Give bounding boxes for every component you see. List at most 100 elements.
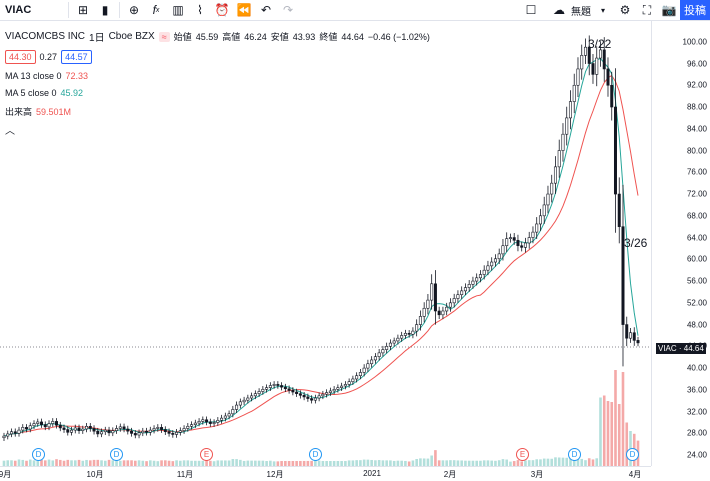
cloud-icon[interactable]: ☁ (553, 3, 565, 17)
volume-bar (88, 460, 92, 466)
volume-bar (28, 459, 32, 466)
volume-bar (2, 460, 6, 466)
volume-bar (36, 460, 40, 466)
annotation-3-22[interactable]: 3/22 (588, 37, 612, 51)
candle-body (28, 425, 32, 430)
candle-body (40, 421, 44, 425)
candle-body (137, 432, 141, 436)
candle-body (160, 427, 164, 430)
candle-body (2, 435, 6, 439)
volume-bar (606, 401, 610, 466)
candle-body (212, 422, 216, 424)
time-tick-label: 12月 (266, 470, 284, 479)
volume-legend[interactable]: 出来高 59.501M (5, 105, 71, 118)
candle-body (227, 413, 231, 417)
volume-bar (449, 460, 452, 466)
candle-body (400, 335, 404, 339)
candle-body (313, 397, 317, 401)
volume-bar (565, 457, 569, 466)
volume-bar (85, 459, 88, 466)
volume-bar (216, 460, 220, 466)
candle-body (73, 427, 77, 431)
layout-square-icon[interactable]: ☐ (525, 3, 537, 17)
price-axis[interactable]: 100.00 96.00 92.00 88.00 84.00 80.00 76.00 72.0… (651, 20, 710, 466)
volume-bar (535, 459, 539, 466)
ma5-legend[interactable]: MA 5 close 0 45.92 (5, 88, 83, 98)
volume-bar (430, 455, 433, 466)
candle-body (486, 265, 490, 271)
ma13-legend[interactable]: MA 13 close 0 72.33 (5, 71, 88, 81)
candle-body (133, 433, 137, 436)
candles-icon[interactable]: ▮ (101, 3, 109, 17)
ask-pill[interactable]: 44.57 (61, 50, 92, 64)
volume-bar (6, 460, 10, 466)
annotation-3-26[interactable]: 3/26 (624, 236, 648, 250)
candle-body (576, 68, 580, 86)
redo-icon[interactable]: ↷ (282, 3, 294, 17)
bar-chart-icon[interactable]: ▥ (172, 3, 184, 17)
bid-pill[interactable]: 44.30 (5, 50, 36, 64)
dividend-event-icon[interactable]: D (309, 448, 322, 461)
volume-bar (377, 460, 381, 466)
candle-body (51, 421, 55, 424)
chevron-down-icon[interactable]: ▾ (600, 5, 605, 15)
dividend-event-icon[interactable]: D (626, 448, 639, 461)
replay-icon[interactable]: ⏪ (236, 3, 252, 17)
layout-name[interactable]: 無題 (571, 6, 591, 18)
candle-body (205, 419, 209, 423)
dividend-event-icon[interactable]: D (110, 448, 123, 461)
candle-body (610, 84, 614, 108)
time-axis[interactable]: 9月 10月 11月 12月 2021 2月 3月 4月 (0, 466, 651, 481)
volume-bar (426, 458, 430, 466)
volume-bar (201, 460, 205, 466)
candle-body (370, 359, 374, 365)
candle-body (340, 385, 344, 388)
gear-icon[interactable]: ⚙ (619, 3, 631, 17)
candle-body (70, 429, 74, 433)
camera-icon[interactable]: 📷 (661, 3, 677, 17)
candle-body (100, 431, 104, 435)
price-tick-label: 80.00 (686, 146, 707, 156)
volume-bar (306, 460, 310, 466)
fullscreen-icon[interactable]: ⛶ (642, 2, 652, 17)
alarm-icon[interactable]: ⏰ (214, 3, 230, 17)
volume-bar (572, 458, 576, 466)
earnings-event-icon[interactable]: E (516, 448, 529, 461)
volume-bar (118, 460, 122, 466)
price-tick-label: 92.00 (686, 80, 707, 90)
price-tick-label: 84.00 (686, 124, 707, 134)
candle-body (62, 427, 66, 430)
candle-body (25, 427, 29, 430)
volume-bar (314, 460, 317, 466)
publish-button[interactable]: 投稿 (680, 0, 710, 20)
candle-body (377, 352, 381, 357)
volume-bar (103, 460, 107, 466)
symbol-search-button[interactable]: VIAC (5, 4, 32, 16)
volume-bar (77, 459, 81, 466)
volume-bar (25, 460, 28, 466)
earnings-event-icon[interactable]: E (200, 448, 213, 461)
candle-body (107, 429, 111, 434)
volume-bar (351, 460, 355, 466)
line-chart-icon[interactable]: ⌇ (197, 3, 203, 17)
price-chart[interactable] (0, 20, 651, 466)
volume-bar (344, 461, 347, 466)
dividend-event-icon[interactable]: D (32, 448, 45, 461)
candle-body (336, 387, 340, 390)
collapse-legend-button[interactable]: ︿ (5, 122, 15, 137)
time-tick-label: 4月 (628, 470, 642, 479)
volume-bar (160, 460, 163, 466)
candle-body (55, 421, 59, 426)
ma13-label: MA 13 close 0 (5, 71, 62, 81)
candle-body (520, 245, 524, 248)
dividend-event-icon[interactable]: D (568, 448, 581, 461)
volume-bar (182, 460, 186, 466)
plus-square-icon[interactable]: ⊞ (77, 3, 89, 17)
candle-body (628, 332, 632, 339)
toolbar-divider (119, 2, 120, 18)
chevron-up-icon[interactable]: ︿ (5, 126, 15, 137)
volume-bar (325, 460, 328, 466)
undo-icon[interactable]: ↶ (260, 3, 272, 17)
add-compare-icon[interactable]: ⊕ (128, 3, 140, 17)
